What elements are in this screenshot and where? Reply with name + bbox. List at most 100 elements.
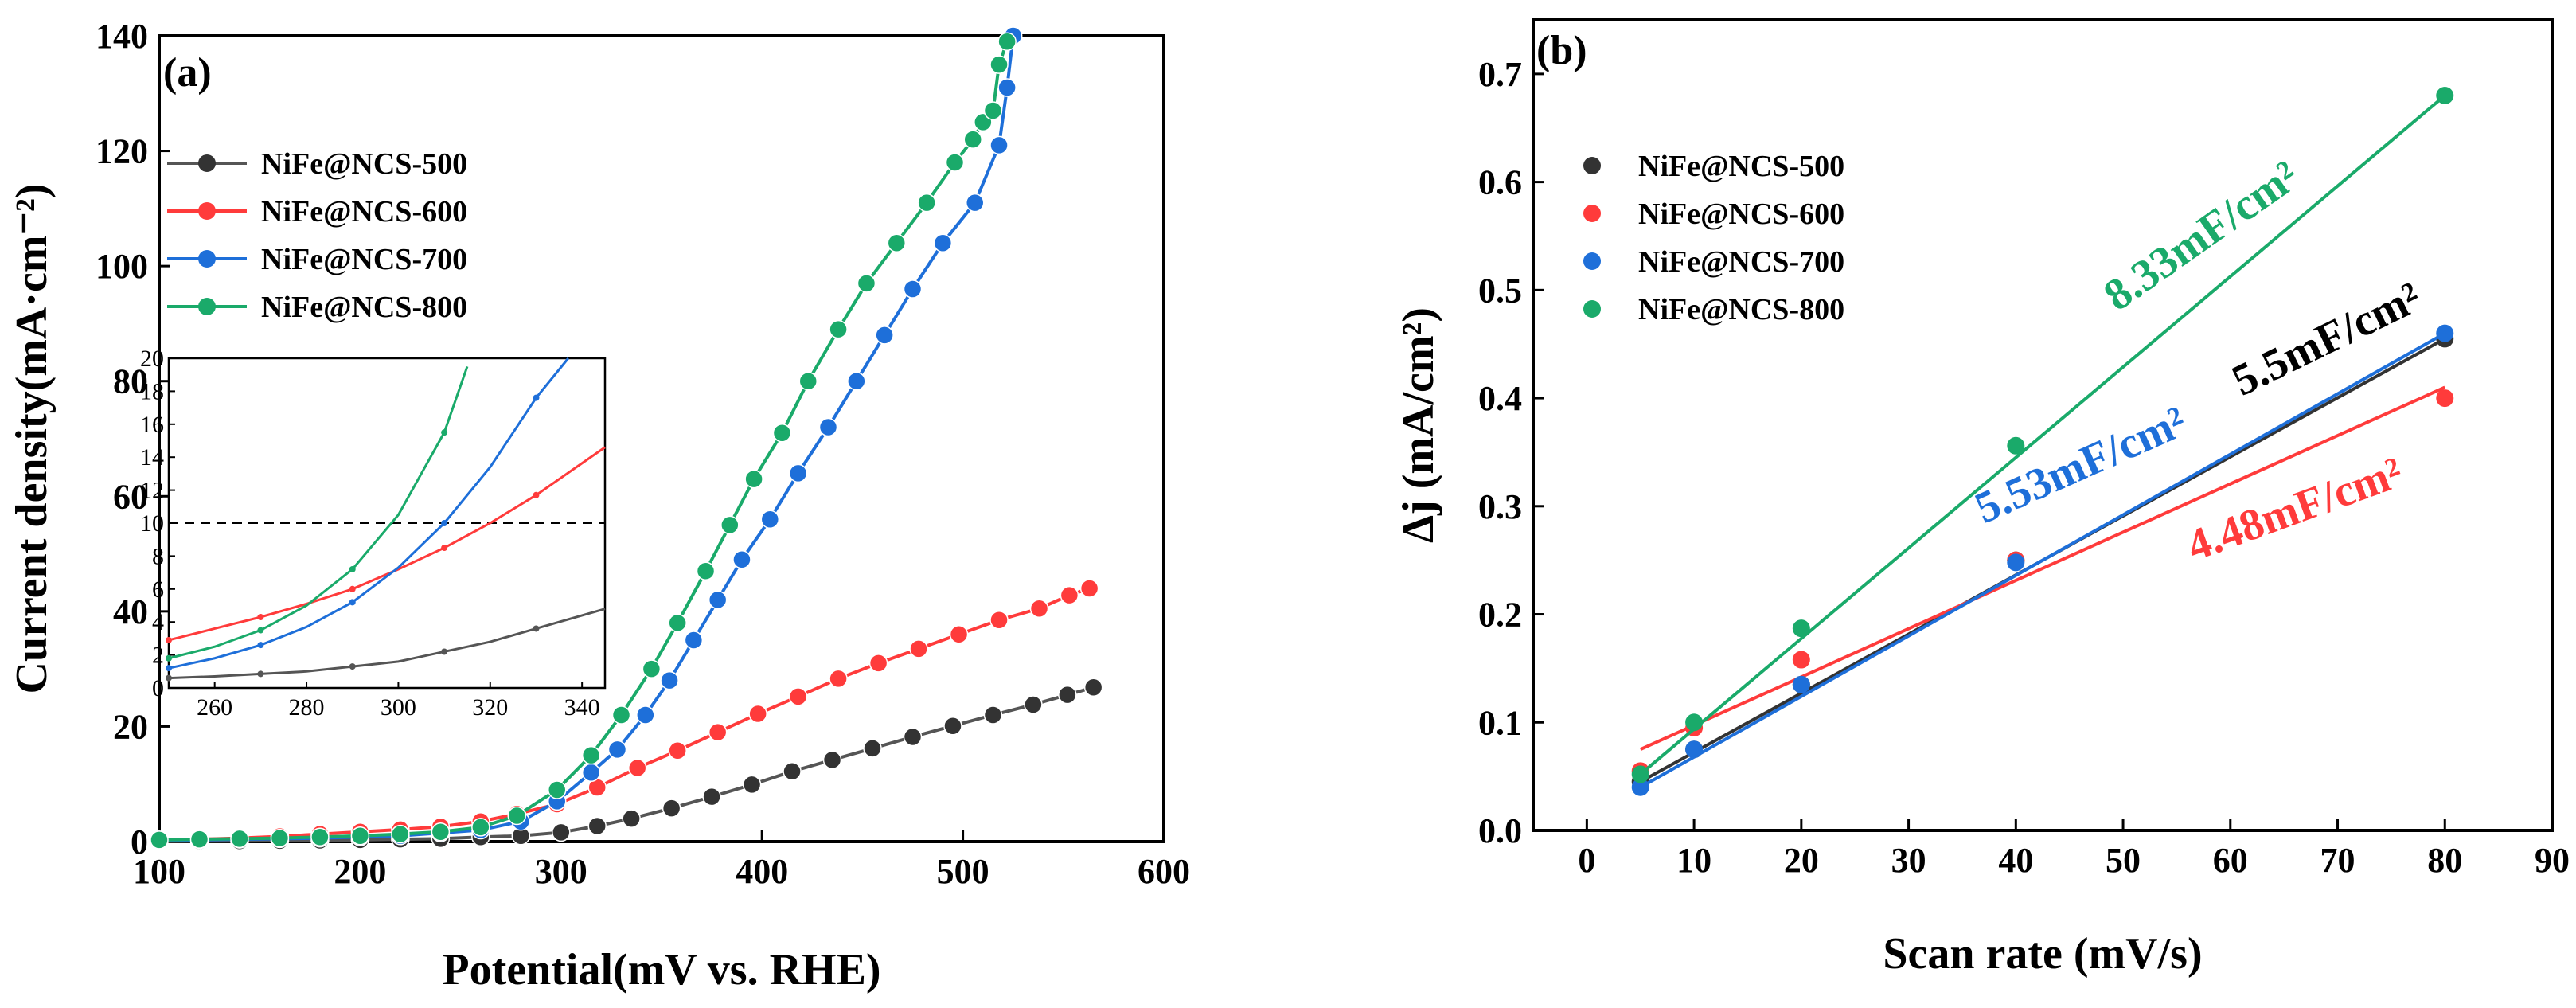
y-tick-label-a: 80 [113,362,148,401]
data-point [983,101,1003,120]
panel-a-label: (a) [163,50,212,96]
data-point [997,32,1017,51]
inset-series-2 [166,357,570,672]
inset-data-point [441,429,448,436]
y-tick-label-b: 0.3 [1478,487,1522,526]
legend-label: NiFe@NCS-800 [261,291,467,324]
data-point [829,669,848,689]
inset-y-tick-label: 20 [140,346,164,372]
x-tick-label-b: 40 [1998,841,2033,880]
data-point [668,741,687,760]
panel-b-label: (b) [1536,28,1587,73]
data-point [822,750,842,770]
data-point [150,830,169,850]
data-point [471,818,490,837]
panel-b-x-axis-label: Scan rate (mV/s) [1883,929,2202,979]
data-point [772,424,792,443]
panel-b-y-axis-label: Δj (mA/cm²) [1394,307,1443,543]
data-point [581,745,601,765]
y-tick-label-a: 20 [113,707,148,746]
inset-series-line [168,365,469,660]
y-tick-label-a: 0 [131,822,148,861]
legend-swatch-marker [1583,157,1601,174]
panel-b-frame [1532,18,2554,832]
data-point [1060,585,1079,605]
inset-x-tick-label: 260 [197,694,232,721]
inset-series-1 [166,446,606,643]
data-point [552,822,571,842]
data-point [668,613,687,633]
inset-data-point [166,636,172,643]
inset-data-point [349,585,356,592]
data-point [748,704,767,724]
data-point [917,193,936,213]
inset-data-point [533,491,540,498]
panel-b-legend: NiFe@NCS-500 NiFe@NCS-600 NiFe@NCS-700 NiFe… [1583,150,1844,326]
data-point [622,809,641,828]
legend-swatch-marker [198,154,216,172]
legend-label: NiFe@NCS-700 [261,243,467,276]
data-point [783,762,802,781]
y-tick-label-b: 0.7 [1478,55,1522,94]
series-b-3 [1631,87,2454,783]
inset-x-tick-label: 280 [289,694,325,721]
data-point [696,561,716,581]
data-point [708,722,728,742]
data-point [2436,324,2454,342]
legend-swatch-marker [198,250,216,268]
data-point [708,590,728,610]
x-tick-label-b: 80 [2427,841,2462,880]
inset-x-tick-label: 340 [564,694,600,721]
data-point [660,670,679,690]
data-point [1079,579,1099,598]
data-point [507,806,527,826]
data-point [310,827,330,846]
legend-label: NiFe@NCS-800 [1638,293,1844,326]
series-b-2 [1631,324,2454,796]
y-tick-label-a: 140 [96,17,148,56]
x-tick-label-a: 100 [133,852,185,891]
inset-x-tick-label: 320 [472,694,508,721]
inset-y-tick-label: 14 [140,444,164,471]
data-point [788,463,808,483]
inset-y-tick-label: 6 [152,576,164,603]
data-point [230,829,249,849]
y-tick-label-b: 0.4 [1478,379,1522,418]
panel-a-inset: 260 280 300 320 340 0 2 4 6 8 10 12 14 16 18 20 [140,346,607,721]
data-point [760,510,780,529]
inset-series-line [168,608,606,680]
inset-y-tick-label: 0 [152,675,164,701]
inset-data-point [257,642,264,649]
data-point [742,775,762,795]
inset-data-point [166,654,172,662]
data-point [607,740,627,760]
data-point [1024,695,1043,714]
inset-series-line [168,357,570,670]
data-point [391,824,410,844]
inset-data-point [166,674,172,682]
data-point [720,515,740,535]
panel-b-ticks: 0 10 20 30 40 50 60 70 80 90 0.0 0.1 0.2 0.3 0.4 0.5 0.6… [1478,55,2570,880]
data-point [943,716,962,736]
data-point [818,417,838,437]
panel-a-legend: NiFe@NCS-500 NiFe@NCS-600 NiFe@NCS-700 NiFe… [167,147,467,324]
data-point [581,763,601,783]
x-tick-label-b: 60 [2213,841,2248,880]
y-tick-label-b: 0.0 [1478,811,1522,850]
inset-data-point [257,613,264,620]
legend-label: NiFe@NCS-500 [261,147,467,181]
data-point [989,135,1009,155]
inset-data-point [349,599,356,606]
data-point [1792,675,1810,693]
fit-line [1639,94,2446,776]
panel-b-series [1631,87,2454,796]
data-point [1631,778,1649,796]
inset-y-tick-label: 18 [140,378,164,404]
x-tick-label-b: 30 [1891,841,1926,880]
x-tick-label-b: 20 [1784,841,1819,880]
inset-data-point [533,394,540,401]
data-point [983,705,1003,725]
